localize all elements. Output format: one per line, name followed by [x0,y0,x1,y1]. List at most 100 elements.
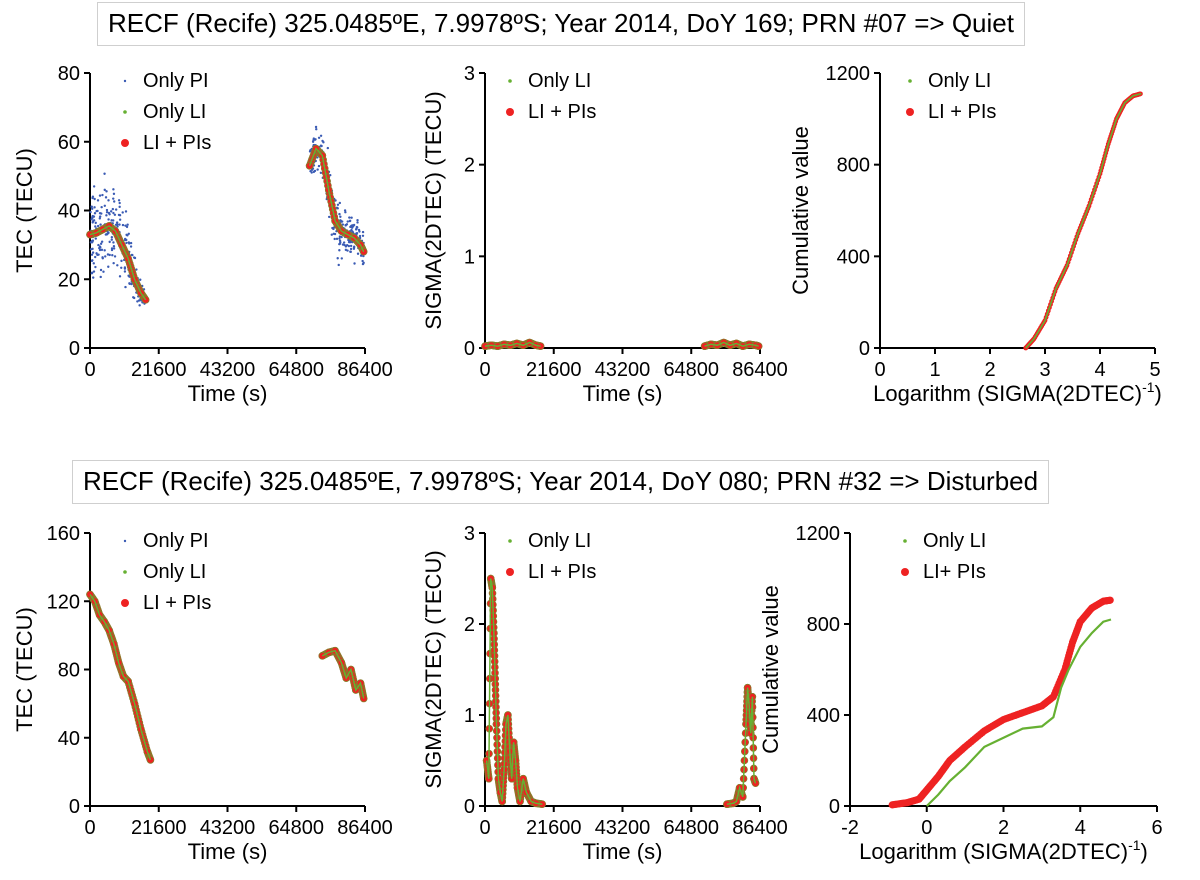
only-pi-point [112,192,116,196]
y-tick-label: 800 [837,155,870,177]
only-pi-point [354,228,358,231]
only-pi-point [132,296,135,299]
only-pi-point [102,270,105,273]
x-tick-label: 0 [479,359,490,381]
only-pi-point [90,205,93,208]
y-tick-label: 1 [464,705,475,727]
only-pi-point [110,248,114,252]
only-pi-point [339,215,342,218]
legend-marker-li [908,79,912,83]
only-pi-point [99,275,102,279]
only-pi-point [97,243,100,247]
y-tick-label: 3 [464,523,475,545]
only-pi-point [100,212,103,215]
x-tick-label: 3 [1039,359,1050,381]
only-pi-point [89,248,93,251]
only-pi-point [100,240,104,243]
only-pi-point [113,213,117,216]
quiet-sigma-chart: 0 1 2 3 0 21600 43200 64800 86400 Time (s) SIGMA(2… [421,63,788,406]
only-pi-point [129,241,133,245]
legend-label-lipi: LI+ PIs [923,561,986,583]
x-tick-label: 0 [84,817,95,839]
only-pi-point [104,196,108,199]
only-pi-point [338,212,341,216]
only-pi-point [352,245,356,248]
only-pi-point [107,211,111,215]
y-tick-label: 0 [859,338,870,360]
only-pi-point [90,207,94,210]
legend-marker-lipi [121,599,129,607]
only-pi-point [103,249,106,252]
only-pi-point [92,185,96,188]
x-tick-label: 21600 [526,359,582,381]
only-pi-point [348,216,351,219]
x-tick-label: 64800 [268,359,324,381]
li-pis-point [305,162,314,170]
only-pi-point [350,228,353,232]
y-tick-label: 0 [829,796,840,818]
y-tick-label: 40 [58,201,80,223]
only-pi-point [350,226,354,229]
only-pi-point [112,211,115,215]
only-pi-point [105,214,108,217]
x-axis-label-exponent: -1 [1142,379,1155,395]
only-pi-point [99,246,102,249]
only-pi-point [112,261,115,265]
legend-label-li: Only LI [143,101,206,123]
x-axis-label-close: ) [1155,381,1162,406]
only-pi-point [352,247,356,250]
only-pi-point [105,211,109,214]
only-pi-point [361,234,365,238]
only-li-trace [89,593,365,761]
only-pi-point [314,125,318,129]
only-pi-point [112,241,115,244]
x-tick-label: 64800 [663,359,719,381]
only-pi-point [356,221,359,224]
only-pi-point [104,255,107,258]
only-pi-point [94,265,97,269]
y-axis-label: SIGMA(2DTEC) (TECU) [421,550,446,788]
only-pi-point [111,207,115,211]
only-pi-point [94,225,97,228]
only-pi-point [127,274,130,277]
x-tick-label: 0 [84,359,95,381]
only-pi-point [89,210,92,214]
only-pi-point [338,242,342,245]
x-tick-label: 0 [479,817,490,839]
x-axis-label-close: ) [1141,839,1148,864]
only-pi-point [112,197,115,200]
only-pi-point [345,223,349,226]
y-tick-label: 40 [58,728,80,750]
only-pi-point [316,168,319,171]
legend-marker-lipi [901,568,909,576]
only-pi-point [342,241,346,244]
only-pi-point [361,259,364,263]
x-tick-label: 1 [929,359,940,381]
only-pi-point [349,225,352,229]
x-tick-label: 43200 [595,817,651,839]
only-pi-point [343,209,347,212]
y-tick-label: 80 [58,63,80,85]
only-pi-point [126,223,129,226]
only-pi-point [93,206,96,209]
only-pi-point [116,225,119,228]
only-pi-point [93,255,97,259]
legend-marker-li [903,539,907,543]
only-pi-point [100,248,104,252]
only-pi-point [91,251,95,254]
only-pi-point [118,205,121,209]
only-pi-point [332,232,335,236]
only-pi-point [321,139,324,143]
legend-label-lipi: LI + PIs [528,101,596,123]
li-pis-point [146,756,155,764]
only-pi-point [333,237,336,241]
only-pi-point [96,199,100,202]
only-pi-point [341,223,345,226]
only-pi-point [123,266,127,269]
x-axis-label: Time (s) [188,839,268,864]
only-pi-point [91,214,94,218]
only-pi-point [320,144,323,148]
only-pi-point [343,243,346,247]
only-pi-point [340,257,343,260]
only-pi-point [91,239,95,242]
